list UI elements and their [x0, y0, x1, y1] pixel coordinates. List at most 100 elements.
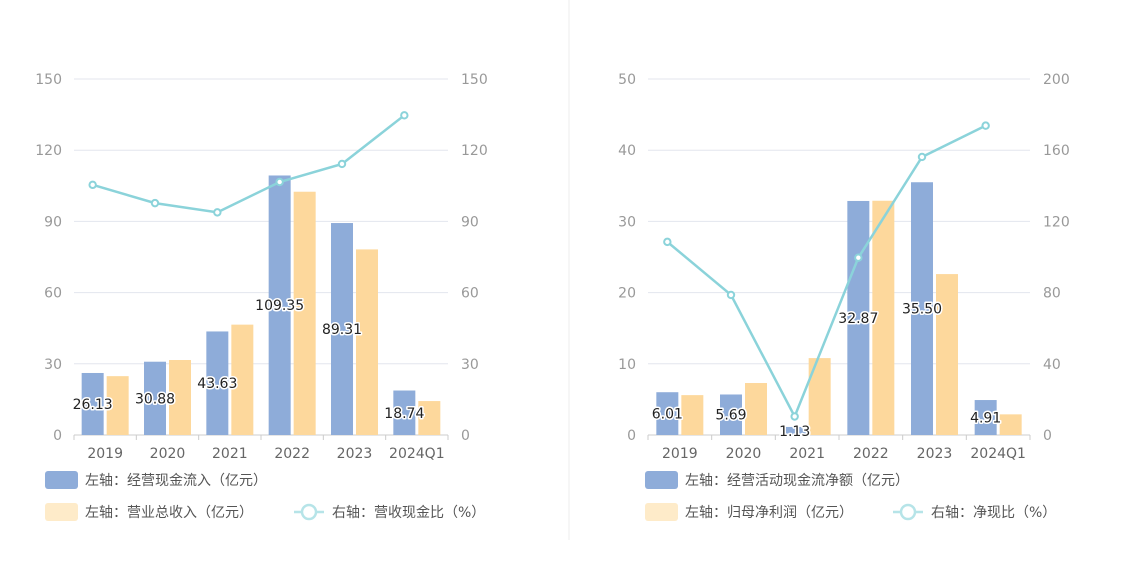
legend-swatch — [45, 503, 78, 521]
line-point — [663, 237, 672, 247]
chart-panel-cash-inflow-revenue: 0 30 60 90 120 150 0 30 60 90 120 150 2019 2020 2021 20… — [35, 72, 488, 521]
left-axis-tick: 90 — [44, 214, 62, 230]
line-point — [337, 159, 347, 169]
line-point — [88, 180, 97, 190]
bar-series2 — [231, 324, 254, 435]
legend-label: 右轴：营收现金比（%） — [332, 505, 485, 521]
bar-data-label: 35.50 — [902, 302, 942, 318]
bar-series2 — [169, 360, 191, 435]
right-axis-tick: 120 — [461, 143, 488, 159]
bar-series1 — [206, 331, 229, 435]
line-series — [92, 114, 406, 214]
left-axis-tick: 20 — [618, 286, 636, 302]
left-axis-tick: 40 — [618, 143, 636, 159]
x-axis-tick: 2024Q1 — [970, 446, 1026, 462]
line-point — [150, 198, 160, 208]
legend-label: 右轴：净现比（%） — [931, 505, 1056, 521]
bar-data-label: 18.74 — [384, 406, 424, 422]
bar-series1 — [144, 361, 166, 435]
left-axis-tick: 30 — [618, 214, 636, 230]
bar-series1 — [720, 394, 742, 435]
bar-data-label: 5.69 — [715, 408, 746, 424]
bar-data-label: 4.91 — [970, 411, 1001, 427]
left-axis-tick: 0 — [627, 428, 636, 444]
bar-series1 — [847, 200, 870, 435]
x-axis-tick: 2023 — [337, 446, 373, 462]
left-axis-tick: 150 — [35, 72, 62, 88]
bar-series1 — [268, 175, 291, 435]
x-axis-tick: 2021 — [212, 446, 248, 462]
left-axis-tick: 120 — [35, 143, 62, 159]
left-axis-tick: 10 — [618, 357, 636, 373]
x-axis-tick: 2019 — [87, 446, 123, 462]
legend-swatch — [645, 471, 678, 489]
line-point — [790, 412, 799, 421]
right-axis-tick: 0 — [461, 428, 470, 444]
right-axis-tick: 60 — [461, 286, 479, 302]
bar-series1 — [81, 372, 104, 435]
right-axis-tick: 120 — [1043, 214, 1070, 230]
bar-data-label: 89.31 — [322, 322, 362, 338]
x-axis-tick: 2020 — [726, 446, 762, 462]
legend-label: 左轴：经营活动现金流净额（亿元） — [685, 473, 909, 489]
legend-line-marker — [899, 503, 917, 521]
legend-line-marker — [300, 503, 318, 521]
bar-data-label: 32.87 — [838, 311, 878, 327]
legend-label: 左轴：营业总收入（亿元） — [85, 505, 253, 521]
bar-series2 — [418, 401, 441, 435]
line-point — [726, 290, 736, 300]
legend-label: 左轴：归母净利润（亿元） — [685, 504, 853, 521]
bar-series2 — [745, 383, 767, 435]
bar-series2 — [356, 249, 378, 435]
x-axis-tick: 2022 — [853, 446, 889, 462]
bar-series2 — [872, 200, 895, 435]
legend-swatch — [645, 503, 678, 521]
right-axis-tick: 0 — [1043, 428, 1052, 444]
bar-series2 — [808, 358, 831, 435]
bar-data-label: 26.13 — [73, 397, 113, 413]
bar-data-label: 1.13 — [779, 424, 810, 440]
right-axis-tick: 160 — [1043, 143, 1070, 159]
line-point — [854, 253, 863, 262]
line-point — [213, 208, 222, 217]
legend-swatch — [45, 471, 78, 489]
legend-label: 左轴：经营现金流入（亿元） — [85, 473, 267, 489]
bar-series1 — [331, 223, 353, 435]
bar-series2 — [106, 376, 129, 435]
left-axis-tick: 0 — [53, 428, 62, 444]
bar-series1 — [656, 392, 679, 435]
left-axis-tick: 30 — [44, 357, 62, 373]
bar-data-label: 109.35 — [255, 298, 304, 314]
right-axis-tick: 150 — [461, 72, 488, 88]
bar-series1 — [783, 426, 806, 435]
x-axis-tick: 2022 — [274, 446, 310, 462]
x-axis-tick: 2020 — [150, 446, 186, 462]
bar-series2 — [999, 414, 1022, 435]
bar-series2 — [293, 191, 316, 435]
right-axis-tick: 40 — [1043, 357, 1061, 373]
bar-series2 — [936, 274, 958, 435]
bar-data-label: 30.88 — [135, 391, 175, 407]
bar-series1 — [974, 400, 997, 435]
bar-data-label: 6.01 — [652, 407, 683, 423]
line-point — [981, 121, 990, 130]
bar-series1 — [911, 182, 933, 435]
right-axis-tick: 80 — [1043, 286, 1061, 302]
bar-series2 — [681, 395, 704, 435]
right-axis-tick: 90 — [461, 214, 479, 230]
line-point — [400, 111, 409, 120]
line-point — [275, 177, 284, 187]
bar-series1 — [393, 390, 416, 435]
x-axis-tick: 2019 — [662, 446, 698, 462]
x-axis-tick: 2021 — [789, 446, 825, 462]
left-axis-tick: 60 — [44, 286, 62, 302]
x-axis-tick: 2023 — [917, 446, 953, 462]
line-point — [917, 152, 927, 162]
right-axis-tick: 30 — [461, 357, 479, 373]
chart-panel-net-cash-net-profit: 0 10 20 30 40 50 0 40 80 120 160 200 2019 2020 2021 202… — [618, 72, 1070, 521]
line-series — [666, 124, 987, 420]
left-axis-tick: 50 — [618, 72, 636, 88]
right-axis-tick: 200 — [1043, 72, 1070, 88]
bar-data-label: 43.63 — [197, 376, 237, 392]
